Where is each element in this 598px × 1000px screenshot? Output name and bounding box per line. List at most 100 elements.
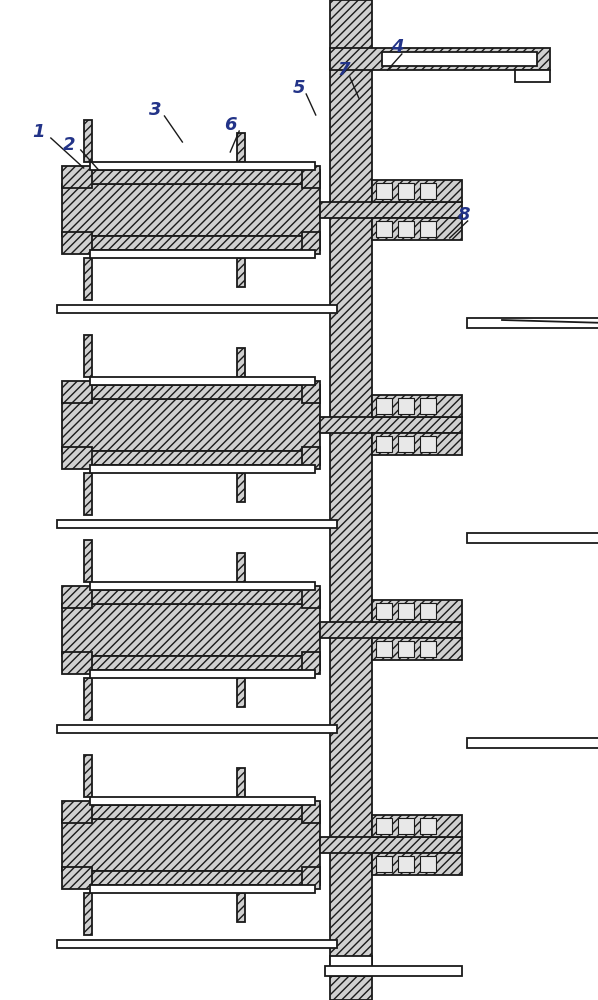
Bar xyxy=(237,678,245,707)
Bar xyxy=(80,871,320,885)
Bar xyxy=(372,180,462,202)
Bar xyxy=(62,652,92,674)
Bar xyxy=(237,133,245,162)
Bar xyxy=(398,603,414,619)
Bar xyxy=(84,893,92,935)
Text: 7: 7 xyxy=(338,61,350,79)
Bar xyxy=(80,590,320,604)
Bar xyxy=(320,202,462,218)
Bar xyxy=(376,398,392,414)
Text: 1: 1 xyxy=(33,123,45,141)
Bar xyxy=(376,818,392,834)
Bar xyxy=(302,586,320,608)
Bar xyxy=(382,52,537,66)
Bar xyxy=(398,221,414,237)
Bar xyxy=(90,377,315,385)
Bar xyxy=(62,867,92,889)
Bar xyxy=(320,417,462,433)
Bar xyxy=(80,170,320,184)
Bar xyxy=(372,638,462,660)
Bar xyxy=(237,348,245,377)
Bar xyxy=(57,520,337,528)
Bar xyxy=(330,0,372,1000)
Bar xyxy=(62,447,92,469)
Bar xyxy=(330,48,550,70)
Bar xyxy=(62,801,92,823)
Bar xyxy=(398,183,414,199)
Bar xyxy=(372,853,462,875)
Bar xyxy=(320,622,462,638)
Bar xyxy=(420,856,436,872)
Bar xyxy=(62,819,320,871)
Bar xyxy=(302,867,320,889)
Bar xyxy=(420,603,436,619)
Bar xyxy=(372,815,462,837)
Bar xyxy=(237,893,245,922)
Bar xyxy=(57,940,337,948)
Bar xyxy=(420,221,436,237)
Bar xyxy=(320,837,462,853)
Bar xyxy=(62,399,320,451)
Bar xyxy=(90,162,315,170)
Bar xyxy=(62,586,92,608)
Bar xyxy=(420,183,436,199)
Bar xyxy=(84,120,92,162)
Bar xyxy=(372,600,462,622)
Bar xyxy=(237,553,245,582)
Bar xyxy=(467,533,598,543)
Bar xyxy=(376,221,392,237)
Bar xyxy=(62,166,92,188)
Bar xyxy=(325,966,462,976)
Bar xyxy=(398,641,414,657)
Bar xyxy=(302,801,320,823)
Bar xyxy=(398,856,414,872)
Text: 5: 5 xyxy=(293,79,305,97)
Bar xyxy=(398,818,414,834)
Bar xyxy=(90,250,315,258)
Bar xyxy=(302,652,320,674)
Bar xyxy=(80,805,320,819)
Text: 6: 6 xyxy=(224,116,236,134)
Bar xyxy=(237,258,245,287)
Bar xyxy=(372,433,462,455)
Bar xyxy=(84,540,92,582)
Bar xyxy=(420,641,436,657)
Bar xyxy=(302,381,320,403)
Bar xyxy=(62,604,320,656)
Bar xyxy=(90,465,315,473)
Bar xyxy=(62,381,92,403)
Bar xyxy=(376,436,392,452)
Text: 2: 2 xyxy=(63,136,75,154)
Bar xyxy=(302,447,320,469)
Bar xyxy=(80,451,320,465)
Bar xyxy=(84,678,92,720)
Bar xyxy=(330,956,372,976)
Bar xyxy=(80,236,320,250)
Bar xyxy=(420,436,436,452)
Text: 3: 3 xyxy=(150,101,161,119)
Bar xyxy=(80,385,320,399)
Bar xyxy=(376,183,392,199)
Bar xyxy=(84,335,92,377)
Bar xyxy=(376,603,392,619)
Text: 4: 4 xyxy=(392,38,404,56)
Bar xyxy=(84,755,92,797)
Bar xyxy=(302,166,320,188)
Bar xyxy=(80,656,320,670)
Bar xyxy=(398,398,414,414)
Bar xyxy=(57,305,337,313)
Bar xyxy=(420,818,436,834)
Bar xyxy=(467,318,598,328)
Bar xyxy=(302,232,320,254)
Bar xyxy=(376,856,392,872)
Bar xyxy=(57,725,337,733)
Bar xyxy=(237,473,245,502)
Bar xyxy=(84,473,92,515)
Bar xyxy=(237,768,245,797)
Bar xyxy=(62,232,92,254)
Bar xyxy=(420,398,436,414)
Bar xyxy=(90,582,315,590)
Bar xyxy=(515,70,550,82)
Bar xyxy=(398,436,414,452)
Text: 8: 8 xyxy=(457,206,469,224)
